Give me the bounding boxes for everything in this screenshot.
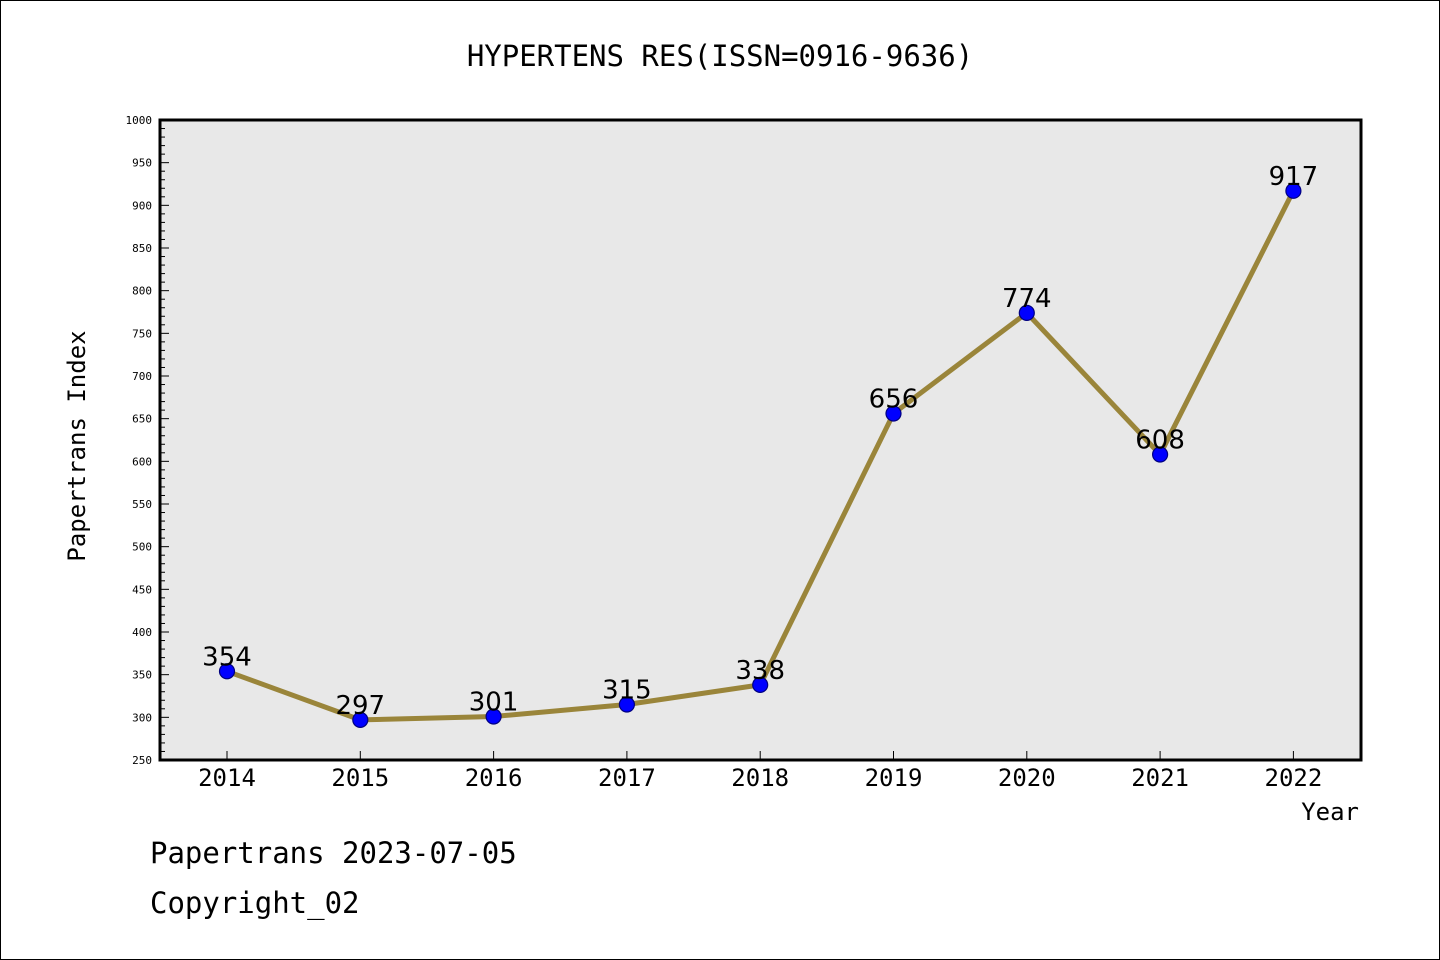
data-label: 315: [602, 676, 652, 706]
y-tick-label: 250: [132, 754, 152, 767]
data-label: 917: [1269, 162, 1319, 192]
chart-title: HYPERTENS RES(ISSN=0916-9636): [467, 39, 973, 73]
y-tick-label: 950: [132, 157, 152, 170]
data-point: [485, 708, 502, 725]
y-tick-label: 750: [132, 327, 152, 340]
y-axis-tick-labels: 250 300 350 400 450 500 550 600 650 700 750 800 850 9…: [126, 114, 153, 767]
y-tick-label: 500: [132, 541, 152, 554]
x-tick-label: 2018: [731, 764, 789, 792]
y-tick-label: 300: [132, 711, 152, 724]
x-tick-label: 2014: [198, 764, 256, 792]
y-tick-label: 850: [132, 242, 152, 255]
x-axis-tick-labels: 2014 2015 2016 2017 2018 2019 2020 2021 2022: [198, 764, 1322, 792]
x-tick-label: 2017: [598, 764, 656, 792]
y-tick-label: 900: [132, 199, 152, 212]
data-label: 338: [735, 656, 785, 686]
x-tick-label: 2021: [1131, 764, 1189, 792]
x-tick-label: 2015: [331, 764, 389, 792]
plot-area: [160, 120, 1361, 760]
data-point: [1285, 182, 1302, 199]
y-tick-label: 550: [132, 498, 152, 511]
data-label: 608: [1135, 426, 1185, 456]
data-label: 297: [335, 691, 385, 721]
y-tick-label: 600: [132, 455, 152, 468]
x-tick-label: 2019: [865, 764, 923, 792]
data-point: [352, 711, 369, 728]
y-tick-label: 350: [132, 669, 152, 682]
footer-date-line: Papertrans 2023-07-05: [150, 836, 517, 870]
series-data-labels: 354 297 301 315 338 656 774 608 917: [202, 162, 1318, 721]
y-axis-label: Papertrans Index: [63, 330, 91, 561]
data-point: [752, 676, 769, 694]
data-point: [885, 405, 902, 422]
x-tick-label: 2020: [998, 764, 1056, 792]
data-label: 774: [1002, 284, 1052, 314]
series-markers: [218, 182, 1302, 728]
x-tick-label: 2016: [465, 764, 523, 792]
plot-frame: [158, 118, 1363, 762]
footer-copyright: Copyright_02: [150, 886, 360, 920]
data-label: 354: [202, 642, 252, 672]
y-tick-label: 650: [132, 413, 152, 426]
x-tick-label: 2022: [1265, 764, 1323, 792]
data-label: 301: [469, 687, 519, 717]
y-tick-label: 400: [132, 626, 152, 639]
data-point: [618, 696, 636, 713]
data-point: [218, 663, 236, 680]
y-tick-label: 1000: [126, 114, 153, 127]
x-axis-label: Year: [1301, 798, 1359, 826]
y-tick-label: 700: [132, 370, 152, 383]
y-tick-label: 800: [132, 285, 152, 298]
data-point: [1018, 304, 1035, 321]
data-point: [1151, 446, 1169, 463]
y-tick-label: 450: [132, 583, 152, 596]
data-label: 656: [869, 385, 919, 415]
